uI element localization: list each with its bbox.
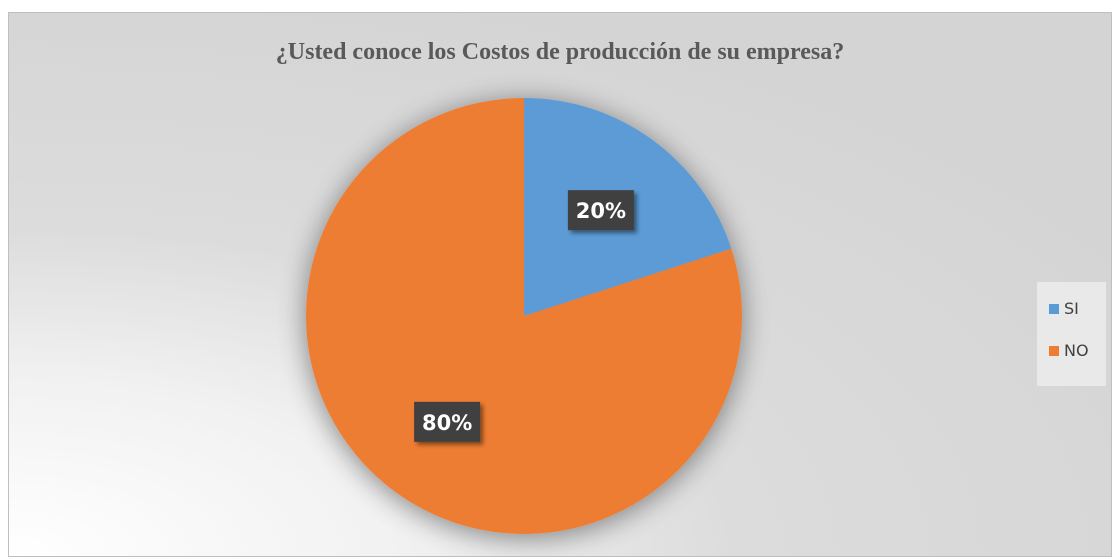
pie-chart: 20% 80% xyxy=(306,98,742,534)
chart-title: ¿Usted conoce los Costos de producción d… xyxy=(275,39,845,65)
data-label-si: 20% xyxy=(567,190,634,231)
legend-label-si: SI xyxy=(1064,299,1079,318)
svg-text:20%: 20% xyxy=(576,199,626,223)
legend-label-no: NO xyxy=(1064,341,1089,360)
svg-text:80%: 80% xyxy=(422,411,472,435)
legend-swatch-no xyxy=(1049,345,1059,356)
legend-swatch-si xyxy=(1049,303,1059,314)
chart-area: ¿Usted conoce los Costos de producción d… xyxy=(8,12,1112,557)
legend-item-no: NO xyxy=(1049,341,1089,360)
legend-item-si: SI xyxy=(1049,299,1079,318)
legend: SI NO xyxy=(1037,282,1106,386)
data-label-no: 80% xyxy=(414,401,481,442)
